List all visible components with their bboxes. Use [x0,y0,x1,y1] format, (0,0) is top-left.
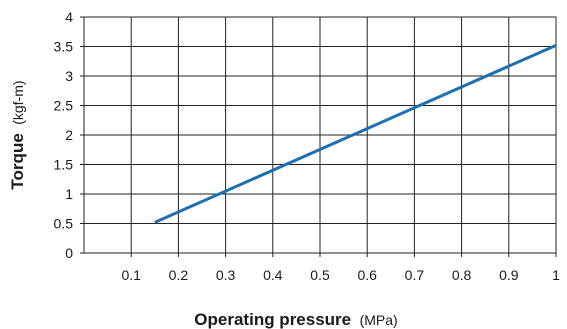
series-layer [154,43,557,224]
x-axis-ticks: 0.1 0.2 0.3 0.4 0.5 0.6 0.7 0.8 0.9 1 [121,267,560,283]
y-tick-label: 4 [65,9,73,25]
x-axis-title: Operating pressure (MPa) [194,310,397,329]
y-tick-label: 2 [65,127,73,143]
y-tick-label: 0 [65,245,73,261]
y-tick-label: 1.5 [54,157,74,173]
x-tick-label: 1 [552,267,560,283]
y-tick-label: 1 [65,186,73,202]
grid-lines [80,16,557,257]
y-tick-label: 3.5 [54,39,74,55]
y-axis-ticks: 0 0.5 1 1.5 2 2.5 3 3.5 4 [54,9,74,261]
x-tick-label: 0.9 [499,267,519,283]
x-tick-label: 0.1 [121,267,141,283]
x-tick-label: 0.3 [216,267,236,283]
y-axis-unit: (kgf-m) [10,80,26,124]
y-axis-label: Torque [8,133,27,189]
y-tick-label: 3 [65,68,73,84]
x-tick-label: 0.7 [405,267,425,283]
x-tick-label: 0.2 [169,267,189,283]
y-axis-title: Torque (kgf-m) [8,80,27,189]
x-tick-label: 0.5 [310,267,330,283]
x-tick-label: 0.8 [452,267,472,283]
torque-series-line [154,43,557,224]
x-axis-label: Operating pressure [194,310,351,329]
x-axis-unit: (MPa) [360,312,398,328]
x-tick-label: 0.6 [357,267,377,283]
x-tick-label: 0.4 [263,267,283,283]
y-tick-label: 0.5 [54,216,74,232]
plot-frame [83,16,557,254]
y-tick-label: 2.5 [54,98,74,114]
